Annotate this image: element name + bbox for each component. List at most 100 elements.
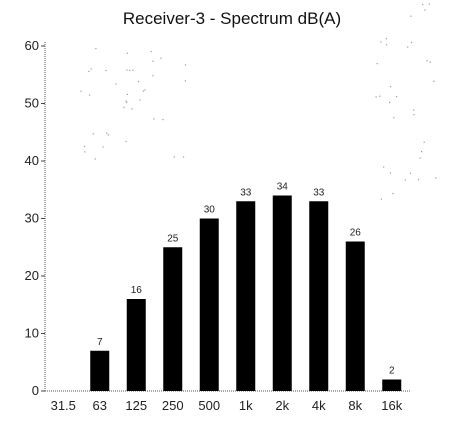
background-noise-dots (80, 3, 437, 200)
y-tick-label: 20 (25, 268, 39, 283)
noise-dot (396, 95, 398, 98)
noise-dot (411, 41, 413, 44)
bars: 7 16 25 30 33 34 33 26 2 (90, 182, 402, 391)
y-tick-label: 60 (25, 38, 39, 53)
noise-dot (125, 100, 127, 102)
noise-dot (435, 177, 437, 179)
noise-dot (92, 133, 94, 135)
noise-dot (126, 52, 128, 54)
noise-dot (417, 178, 420, 181)
bar (272, 195, 292, 391)
data-label: 25 (167, 233, 179, 244)
x-tick-label: 1k (239, 398, 253, 413)
noise-dot (84, 151, 86, 153)
noise-dot (102, 146, 104, 148)
noise-dot (107, 134, 109, 136)
noise-dot (379, 95, 381, 97)
axes: 0 10 20 30 40 50 60 31.5 63 125 250 500 1k 2k 4k 8k 16k (25, 38, 410, 413)
noise-dot (139, 99, 141, 101)
noise-dot (419, 157, 421, 159)
noise-dot (429, 61, 431, 63)
noise-dot (126, 101, 128, 103)
noise-dot (152, 75, 154, 77)
noise-dot (94, 158, 96, 160)
noise-dot (131, 108, 133, 110)
noise-dot (423, 141, 425, 143)
bar (163, 247, 183, 391)
noise-dot (126, 69, 128, 71)
noise-dot (152, 60, 154, 62)
noise-dot (160, 57, 162, 59)
noise-dot (404, 179, 406, 181)
noise-dot (409, 172, 412, 174)
noise-dot (126, 93, 128, 95)
noise-dot (380, 41, 382, 43)
bar (382, 379, 402, 391)
noise-dot (144, 89, 146, 91)
data-label: 33 (313, 187, 325, 198)
data-label: 7 (97, 337, 103, 348)
noise-dot (105, 69, 107, 72)
noise-dot (389, 172, 392, 174)
noise-dot (153, 118, 155, 120)
chart-title: Receiver-3 - Spectrum dB(A) (123, 9, 341, 28)
noise-dot (173, 156, 175, 158)
noise-dot (413, 109, 415, 111)
y-tick-label: 40 (25, 153, 39, 168)
noise-dot (88, 70, 90, 72)
bar (199, 218, 219, 391)
noise-dot (380, 198, 382, 200)
noise-dot (95, 47, 97, 50)
bar (345, 241, 365, 391)
noise-dot (393, 117, 395, 119)
x-tick-label: 4k (312, 398, 326, 413)
bar (309, 201, 329, 391)
noise-dot (375, 96, 377, 98)
noise-dot (389, 101, 391, 103)
noise-dot (385, 38, 387, 40)
bar (90, 350, 110, 391)
noise-dot (392, 192, 394, 195)
noise-dot (84, 145, 86, 147)
noise-dot (183, 156, 185, 158)
noise-dot (88, 94, 91, 96)
noise-dot (184, 80, 186, 82)
x-tick-label: 125 (125, 398, 147, 413)
data-label: 33 (240, 187, 252, 198)
noise-dot (123, 106, 125, 109)
noise-dot (424, 9, 426, 11)
noise-dot (106, 132, 108, 134)
x-tick-label: 16k (381, 398, 402, 413)
data-label: 26 (350, 228, 362, 239)
noise-dot (426, 60, 428, 62)
x-tick-label: 2k (275, 398, 289, 413)
x-tick-label: 250 (162, 398, 184, 413)
data-label: 30 (204, 205, 216, 216)
noise-dot (115, 83, 117, 85)
y-tick-label: 30 (25, 211, 39, 226)
noise-dot (383, 166, 385, 168)
noise-dot (80, 90, 82, 92)
noise-dot (390, 86, 392, 88)
y-tick-label: 0 (32, 383, 39, 398)
y-tick-label: 50 (25, 96, 39, 111)
noise-dot (421, 151, 423, 153)
noise-dot (162, 119, 164, 121)
data-label: 34 (277, 182, 289, 193)
x-tick-label: 8k (348, 398, 362, 413)
noise-dot (184, 64, 187, 66)
noise-dot (407, 46, 409, 48)
noise-dot (376, 63, 378, 65)
noise-dot (150, 51, 152, 53)
noise-dot (132, 69, 134, 71)
noise-dot (137, 81, 140, 83)
noise-dot (410, 15, 412, 17)
x-tick-label: 500 (198, 398, 220, 413)
x-tick-label: 31.5 (51, 398, 76, 413)
noise-dot (413, 114, 415, 116)
noise-dot (428, 3, 430, 5)
noise-dot (142, 90, 144, 92)
noise-dot (433, 80, 435, 82)
x-tick-label: 63 (93, 398, 107, 413)
